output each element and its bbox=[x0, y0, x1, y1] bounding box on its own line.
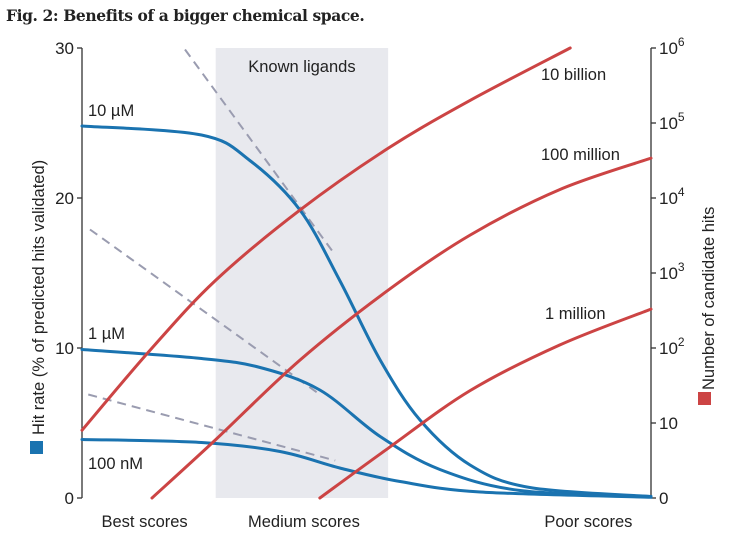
series-line-100-million bbox=[150, 156, 653, 500]
series-label: 10 billion bbox=[541, 66, 606, 84]
series-line-100-nM bbox=[80, 438, 653, 499]
x-tick-label: Best scores bbox=[101, 513, 187, 531]
left-tick-label: 20 bbox=[55, 189, 74, 208]
right-axis-title: Number of candidate hits bbox=[700, 207, 718, 390]
x-tick-label: Poor scores bbox=[544, 513, 632, 531]
right-tick-label: 104 bbox=[659, 185, 685, 208]
series-label: 100 nM bbox=[88, 455, 143, 473]
x-tick-label: Medium scores bbox=[248, 513, 360, 531]
dashed-trend-line bbox=[184, 48, 337, 256]
dashed-trend-line bbox=[89, 228, 321, 396]
right-tick-label: 106 bbox=[659, 35, 685, 58]
right-tick-label: 10 bbox=[659, 414, 678, 433]
dashed-trend-line bbox=[88, 393, 336, 462]
series-line-1-µM bbox=[80, 348, 653, 498]
series-label: 100 million bbox=[541, 146, 620, 164]
series-label: 1 µM bbox=[88, 325, 125, 343]
series-line-1-million bbox=[318, 307, 653, 500]
right-tick-label: 102 bbox=[659, 335, 685, 358]
known-ligands-region bbox=[215, 48, 389, 498]
series-label: 10 µM bbox=[88, 102, 134, 120]
left-tick-label: 0 bbox=[65, 489, 74, 508]
left-axis-legend-square bbox=[30, 441, 43, 454]
left-tick-label: 30 bbox=[55, 39, 74, 58]
right-axis-legend-square bbox=[698, 392, 711, 405]
series-line-10-billion bbox=[80, 46, 572, 432]
right-tick-label: 105 bbox=[659, 110, 685, 133]
left-axis-label: Hit rate (% of predicted hits validated) bbox=[30, 160, 48, 435]
known-ligands-label: Known ligands bbox=[248, 58, 355, 76]
left-tick-label: 10 bbox=[55, 339, 74, 358]
series-line-10-µM bbox=[80, 124, 653, 498]
right-axis-label: Number of candidate hits bbox=[700, 207, 718, 390]
right-tick-label: 103 bbox=[659, 260, 685, 283]
right-tick-label: 0 bbox=[659, 489, 668, 508]
series-label: 1 million bbox=[545, 305, 606, 323]
left-axis-title: Hit rate (% of predicted hits validated) bbox=[30, 160, 48, 435]
figure-title: Fig. 2: Benefits of a bigger chemical sp… bbox=[6, 6, 365, 25]
